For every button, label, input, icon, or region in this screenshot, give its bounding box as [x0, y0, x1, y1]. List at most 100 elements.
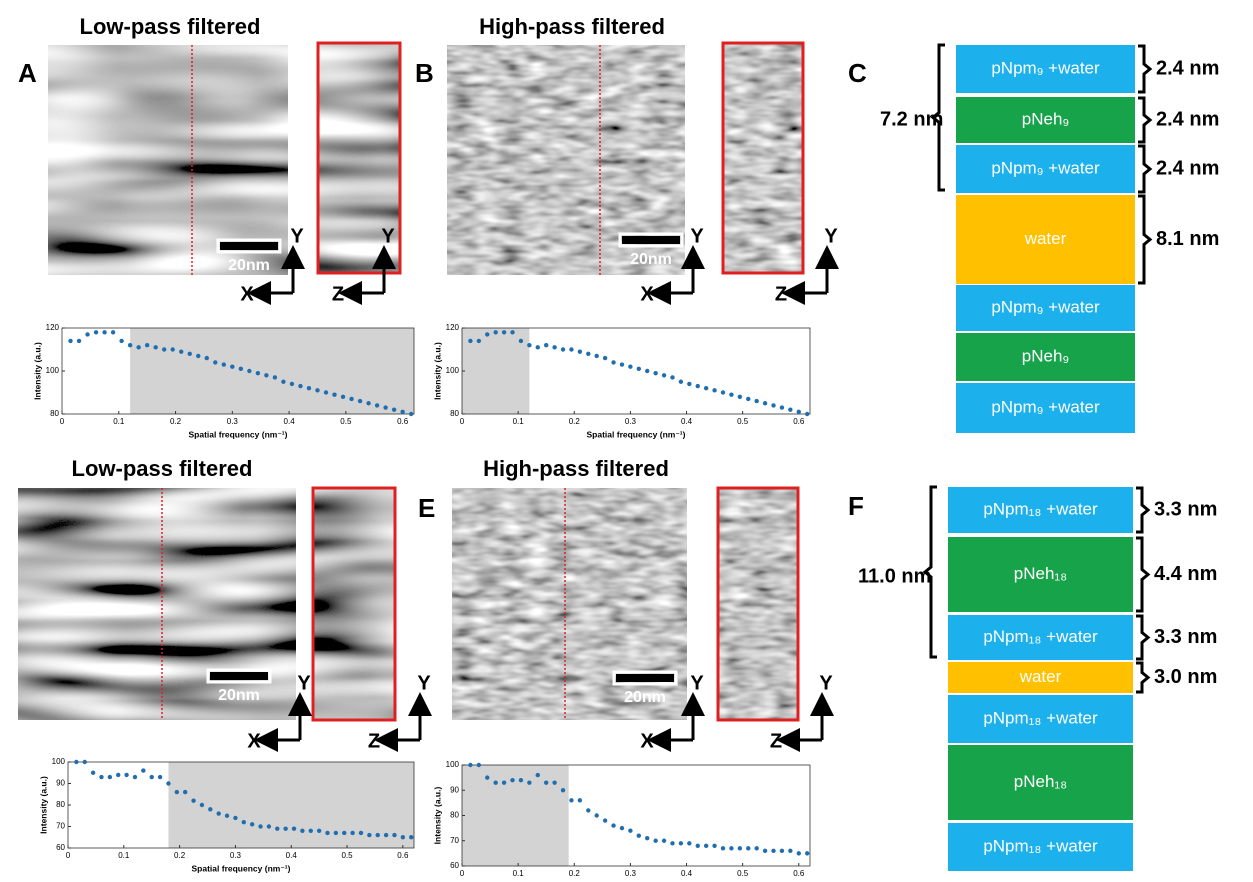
data-point — [300, 829, 304, 833]
data-point — [317, 829, 321, 833]
data-point — [527, 780, 531, 784]
y-tick-label: 120 — [446, 323, 460, 332]
layer-label: water — [1024, 229, 1067, 248]
x-tick-label: 0.2 — [569, 869, 581, 878]
data-point — [239, 367, 243, 371]
total-thickness: 7.2 nm — [880, 108, 943, 130]
y-tick-label: 120 — [46, 323, 60, 332]
data-point — [552, 345, 556, 349]
strip-image — [313, 488, 395, 720]
data-point — [670, 841, 674, 845]
y-tick-label: 60 — [56, 843, 65, 852]
bracket — [1138, 46, 1150, 92]
data-point — [771, 849, 775, 853]
data-point — [213, 360, 217, 364]
data-point — [493, 330, 497, 334]
y-tick-label: 80 — [450, 811, 459, 820]
data-point — [150, 775, 154, 779]
data-point — [603, 818, 607, 822]
panel-title: High-pass filtered — [483, 456, 669, 481]
data-point — [805, 412, 809, 416]
data-point — [367, 833, 371, 837]
strip-image — [723, 43, 803, 273]
strip-image — [718, 488, 798, 720]
data-point — [292, 826, 296, 830]
data-point — [797, 851, 801, 855]
shaded-range — [462, 765, 569, 866]
data-point — [628, 365, 632, 369]
x-tick-label: 0.2 — [174, 851, 186, 860]
x-tick-label: 0.5 — [737, 869, 749, 878]
scale-bar-label: 20nm — [630, 251, 672, 268]
data-point — [99, 775, 103, 779]
x-tick-label: 0.1 — [118, 851, 130, 860]
data-point — [729, 846, 733, 850]
data-point — [102, 330, 106, 334]
data-point — [158, 775, 162, 779]
data-point — [712, 388, 716, 392]
y-axis-label: Intensity (a.u.) — [38, 776, 48, 834]
data-point — [620, 362, 624, 366]
data-point — [797, 410, 801, 414]
data-point — [205, 356, 209, 360]
data-point — [696, 384, 700, 388]
data-point — [637, 834, 641, 838]
bracket — [1136, 663, 1148, 692]
x-tick-label: 0.2 — [170, 417, 182, 426]
x-tick-label: 0.3 — [230, 851, 242, 860]
data-point — [119, 339, 123, 343]
data-point — [230, 365, 234, 369]
y-axis-label: Intensity (a.u.) — [432, 342, 442, 400]
data-point — [704, 386, 708, 390]
data-point — [341, 395, 345, 399]
data-point — [502, 330, 506, 334]
data-point — [334, 831, 338, 835]
data-point — [645, 836, 649, 840]
y-axis-label: Intensity (a.u.) — [32, 342, 42, 400]
axis-letter: Z — [368, 730, 380, 752]
y-tick-label: 60 — [450, 861, 459, 870]
data-point — [477, 339, 481, 343]
data-point — [788, 408, 792, 412]
layer-label: pNeh₁₈ — [1014, 772, 1067, 791]
axis-letter: X — [240, 283, 254, 305]
layer-label: pNpm₉ +water — [991, 158, 1100, 177]
y-tick-label: 100 — [446, 366, 460, 375]
data-point — [136, 345, 140, 349]
data-point — [409, 412, 413, 416]
data-point — [561, 788, 565, 792]
data-point — [233, 816, 237, 820]
data-point — [552, 780, 556, 784]
data-point — [307, 386, 311, 390]
data-point — [527, 343, 531, 347]
x-tick-label: 0.2 — [569, 417, 581, 426]
data-point — [687, 382, 691, 386]
bracket — [1136, 488, 1148, 532]
data-point — [721, 846, 725, 850]
data-point — [145, 343, 149, 347]
data-point — [242, 820, 246, 824]
y-tick-label: 90 — [450, 785, 459, 794]
y-tick-label: 100 — [46, 366, 60, 375]
data-point — [679, 841, 683, 845]
data-point — [477, 763, 481, 767]
scale-bar-label: 20nm — [624, 689, 666, 706]
layer-label: pNpm₁₈ +water — [983, 708, 1098, 727]
data-point — [653, 839, 657, 843]
data-point — [536, 345, 540, 349]
data-point — [283, 826, 287, 830]
layer-label: pNpm₁₈ +water — [983, 499, 1098, 518]
x-axis-label: Spatial frequency (nm⁻¹) — [189, 429, 288, 439]
data-point — [653, 371, 657, 375]
data-point — [188, 352, 192, 356]
data-point — [376, 833, 380, 837]
layer-label: pNpm₉ +water — [991, 58, 1100, 77]
data-point — [375, 403, 379, 407]
data-point — [162, 347, 166, 351]
axis-letter: Y — [417, 672, 431, 694]
x-tick-label: 0.5 — [737, 417, 749, 426]
y-tick-label: 80 — [50, 409, 59, 418]
data-point — [603, 356, 607, 360]
data-point — [200, 803, 204, 807]
data-point — [780, 849, 784, 853]
